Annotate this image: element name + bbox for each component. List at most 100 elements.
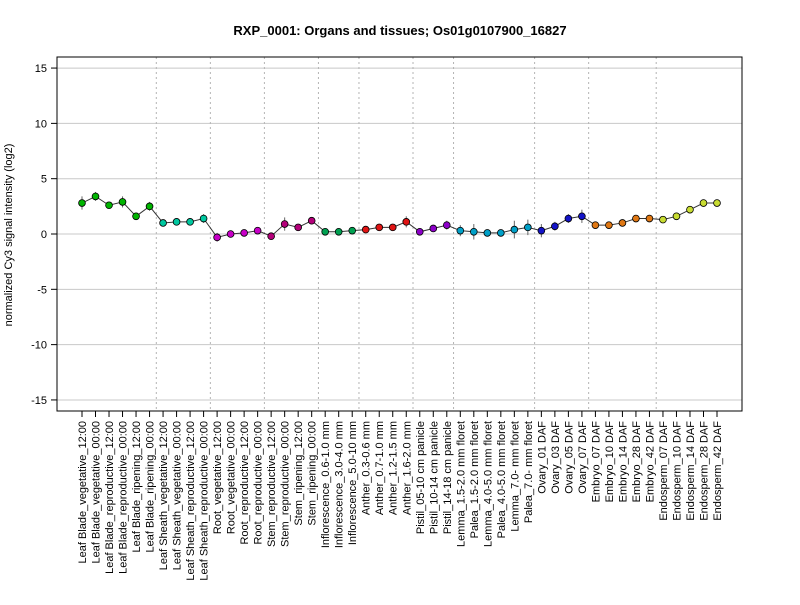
x-tick-label: Inflorescence_0.6-1.0 mm	[320, 421, 332, 548]
data-point	[442, 221, 451, 229]
x-tick-label: Leaf Blade_reproductive_00:00	[118, 421, 130, 574]
chart-title: RXP_0001: Organs and tissues; Os01g01079…	[233, 23, 566, 38]
data-point	[429, 224, 438, 233]
series-line-layer	[81, 195, 717, 238]
x-tick-label: Root_reproductive_00:00	[253, 421, 265, 545]
data-point	[267, 232, 275, 241]
x-tick-label: Pistil_10-14 cm panicle	[428, 421, 440, 534]
x-tick-label: Root_reproductive_12:00	[239, 421, 251, 545]
data-point	[415, 227, 424, 236]
x-tick-label: Endosperm_14 DAF	[685, 421, 697, 521]
series-line	[81, 195, 717, 238]
y-axis-label: normalized Cy3 signal intensity (log2)	[3, 144, 15, 327]
x-tick-label: Leaf Sheath_vegetative_12:00	[158, 421, 170, 570]
data-point	[713, 199, 721, 207]
data-point	[605, 221, 613, 229]
data-point	[632, 214, 640, 223]
x-tick-label: Ovary_07 DAF	[577, 421, 589, 494]
data-point	[132, 212, 140, 221]
x-tick-label: Embryo_07 DAF	[590, 421, 602, 503]
data-point	[280, 220, 289, 228]
data-point	[578, 212, 586, 221]
data-point	[361, 225, 370, 234]
x-tick-label: Anther_0.7-1.0 mm	[374, 421, 386, 515]
x-tick-label: Inflorescence_3.0-4.0 mm	[334, 421, 346, 548]
x-tick-label: Embryo_28 DAF	[631, 421, 643, 503]
data-point	[294, 223, 302, 232]
data-point	[226, 230, 235, 238]
x-tick-label: Lemma_1.5-2.0 mm floret	[455, 421, 467, 547]
y-tick-label: -5	[37, 284, 47, 296]
y-tick-label: 10	[35, 118, 47, 130]
data-point	[551, 222, 559, 231]
data-point	[591, 221, 600, 229]
data-point	[699, 199, 708, 207]
x-tick-label: Stem_reproductive_00:00	[280, 421, 292, 547]
data-point	[402, 218, 411, 226]
data-point	[253, 226, 262, 235]
data-point	[618, 219, 627, 227]
data-point	[118, 198, 127, 206]
data-point	[307, 216, 316, 225]
data-point	[686, 205, 694, 214]
data-point	[186, 218, 194, 226]
data-point	[321, 227, 329, 236]
x-tick-label: Endosperm_28 DAF	[698, 421, 710, 521]
data-point	[497, 229, 505, 237]
x-tick-label: Lemma_4.0-5.0 mm floret	[482, 421, 494, 547]
x-tick-label: Stem_reproductive_12:00	[266, 421, 278, 547]
y-tick-label: 5	[41, 174, 47, 186]
data-point	[672, 212, 681, 221]
grid-layer	[57, 67, 742, 401]
x-tick-label: Leaf Blade_ripening_12:00	[131, 421, 143, 553]
x-tick-label: Anther_1.6-2.0 mm	[401, 421, 413, 515]
x-tick-label: Ovary_01 DAF	[536, 421, 548, 494]
x-tick-label: Inflorescence_5.0-10 mm	[347, 421, 359, 545]
x-tick-label: Anther_1.2-1.5 mm	[388, 421, 400, 515]
data-point	[388, 223, 397, 232]
y-tick-label: 0	[41, 229, 47, 241]
x-tick-label: Leaf Blade_vegetative_00:00	[91, 421, 103, 564]
x-tick-label: Endosperm_42 DAF	[712, 421, 724, 521]
x-tick-label: Root_vegetative_00:00	[226, 421, 238, 534]
y-axis: -15 -10 -5 0 5 10 15	[31, 63, 57, 407]
x-tick-label: Ovary_03 DAF	[550, 421, 562, 494]
data-point	[240, 229, 248, 237]
data-point	[470, 227, 478, 236]
x-tick-label: Root_vegetative_12:00	[212, 421, 224, 534]
x-tick-label: Pistil_05-10 cm panicle	[415, 421, 427, 534]
x-tick-label: Leaf Blade_reproductive_12:00	[104, 421, 116, 574]
data-point	[510, 225, 519, 234]
data-point	[78, 199, 86, 207]
x-tick-label: Embryo_42 DAF	[644, 421, 656, 503]
x-tick-label: Anther_0.3-0.6 mm	[361, 421, 373, 515]
data-point	[659, 215, 667, 224]
data-point	[564, 214, 573, 223]
data-point	[159, 219, 167, 227]
x-tick-label: Pistil_14-18 cm panicle	[442, 421, 454, 534]
x-tick-label: Leaf Sheath_reproductive_12:00	[185, 421, 197, 581]
x-tick-label: Leaf Blade_vegetative_12:00	[77, 421, 89, 564]
data-point	[91, 192, 100, 201]
x-tick-label: Endosperm_07 DAF	[658, 421, 670, 521]
x-tick-label: Endosperm_10 DAF	[671, 421, 683, 521]
x-tick-label: Palea_7.0- mm floret	[523, 421, 535, 523]
y-tick-label: 15	[35, 63, 47, 75]
data-point	[199, 214, 208, 223]
data-point	[375, 223, 384, 232]
y-tick-label: -15	[31, 395, 47, 407]
data-point	[645, 214, 654, 223]
data-point	[537, 226, 546, 235]
data-point	[172, 218, 181, 226]
x-tick-label: Lemma_7.0- mm floret	[509, 421, 521, 532]
data-point	[348, 226, 357, 235]
data-point	[213, 233, 221, 242]
group-separator-layer	[155, 57, 657, 411]
data-point	[456, 226, 465, 235]
x-tick-label: Palea_1.5-2.0 mm floret	[469, 421, 481, 538]
data-point	[334, 227, 343, 236]
x-tick-label: Embryo_14 DAF	[617, 421, 629, 503]
data-point	[483, 229, 492, 237]
